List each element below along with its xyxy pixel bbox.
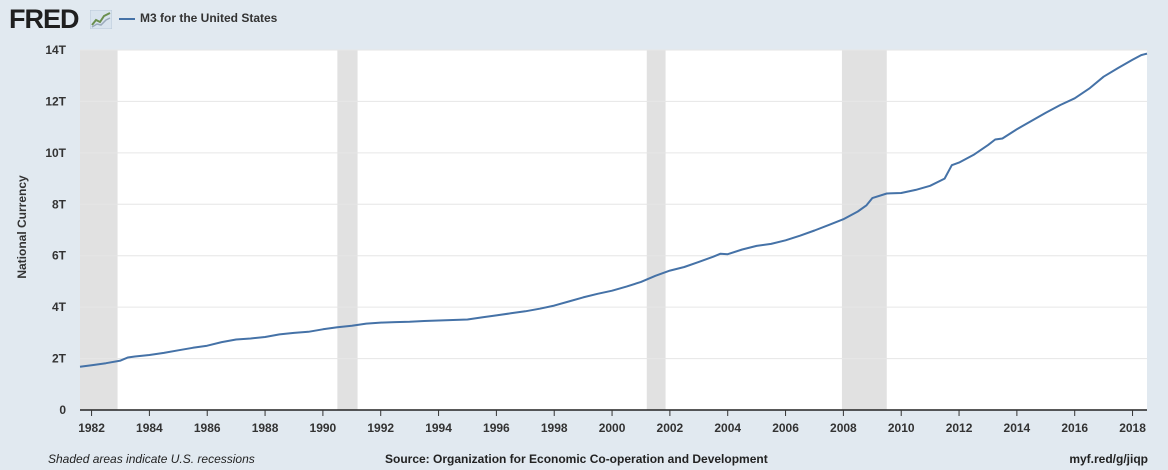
- legend-swatch: [119, 18, 135, 20]
- x-tick-label: 2016: [1061, 421, 1088, 435]
- fred-logo[interactable]: FRED: [9, 4, 79, 34]
- y-tick-label: 6T: [52, 249, 67, 263]
- axes: 0 2T 4T 6T 8T 10T 12T 14T 1982 1984 1986 1988 1990 19…: [45, 43, 1147, 435]
- y-tick-label: 12T: [45, 94, 66, 108]
- x-tick-label: 1988: [252, 421, 279, 435]
- x-tick-label: 2012: [946, 421, 973, 435]
- x-tick-label: 2006: [772, 421, 799, 435]
- x-tick-label: 1984: [136, 421, 163, 435]
- x-tick-label: 1994: [425, 421, 452, 435]
- x-tick-label: 2018: [1119, 421, 1146, 435]
- recession-band: [841, 50, 887, 410]
- x-tick-label: 2004: [714, 421, 741, 435]
- x-tick-label: 1982: [78, 421, 105, 435]
- y-tick-label: 0: [59, 403, 66, 417]
- recession-band: [646, 50, 666, 410]
- grid-lines: [80, 49, 1147, 360]
- x-tick-label: 2010: [888, 421, 915, 435]
- y-tick-label: 14T: [45, 43, 66, 57]
- x-tick-label: 2014: [1004, 421, 1031, 435]
- x-tick-label: 2008: [830, 421, 857, 435]
- series-layer: [79, 52, 1148, 368]
- x-tick-label: 1996: [483, 421, 510, 435]
- line-chart-icon: [90, 10, 112, 29]
- y-tick-label: 8T: [52, 197, 67, 211]
- short-link[interactable]: myf.red/g/jiqp: [1069, 452, 1148, 466]
- y-axis-title: National Currency: [15, 175, 29, 279]
- x-tick-label: 1990: [310, 421, 337, 435]
- recession-bands: [80, 50, 887, 410]
- y-tick-label: 10T: [45, 146, 66, 160]
- x-tick-label: 1998: [541, 421, 568, 435]
- recession-band: [337, 50, 358, 410]
- x-tick-label: 1986: [194, 421, 221, 435]
- x-tick-label: 1992: [367, 421, 394, 435]
- y-tick-label: 2T: [52, 352, 67, 366]
- series-line[interactable]: [79, 52, 1148, 368]
- plot-area: [80, 50, 1147, 410]
- y-tick-label: 4T: [52, 300, 67, 314]
- recession-band: [80, 50, 118, 410]
- x-tick-label: 2002: [657, 421, 684, 435]
- line-chart: 0 2T 4T 6T 8T 10T 12T 14T 1982 1984 1986 1988 1990 19…: [15, 43, 1148, 435]
- recession-note: Shaded areas indicate U.S. recessions: [48, 452, 255, 466]
- chart-header: FRED M3 for the United States: [0, 0, 1168, 40]
- x-tick-label: 2000: [599, 421, 626, 435]
- source-text: Source: Organization for Economic Co-ope…: [385, 452, 768, 466]
- legend-label[interactable]: M3 for the United States: [140, 11, 278, 25]
